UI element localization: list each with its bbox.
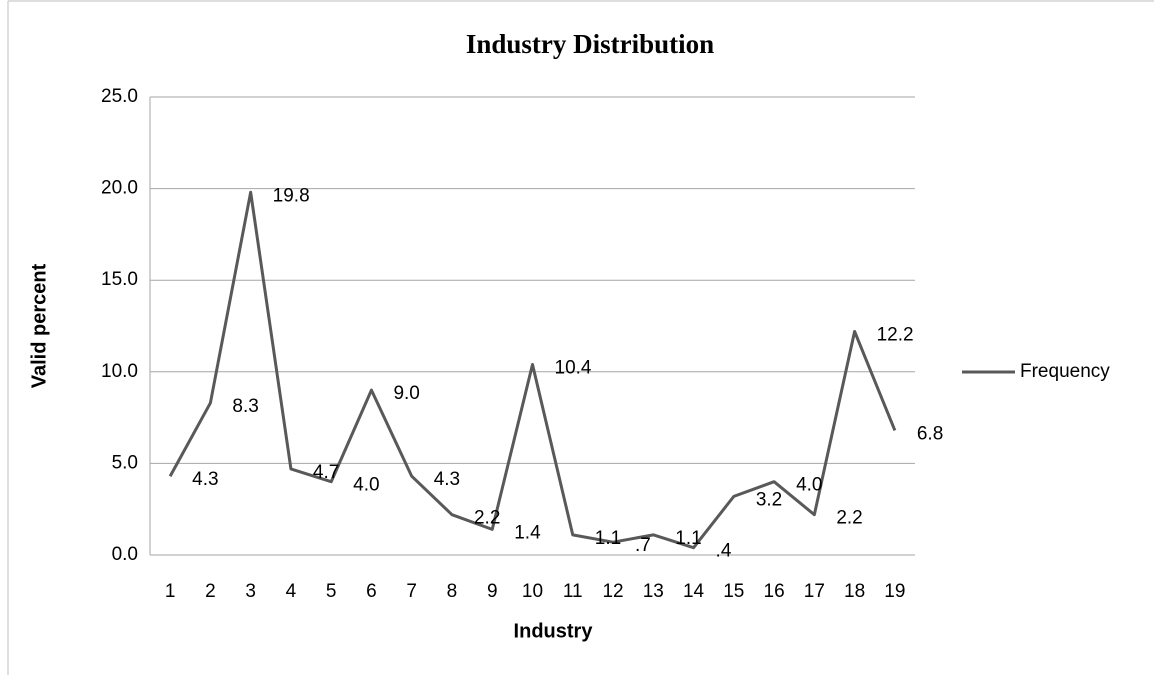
data-label: 8.3 <box>232 396 258 417</box>
data-label: 1.1 <box>595 528 621 549</box>
data-label: 1.4 <box>514 522 541 543</box>
data-label: 9.0 <box>393 383 419 404</box>
data-label: 4.0 <box>796 475 822 496</box>
chart-title: Industry Distribution <box>466 29 714 59</box>
x-tick-label: 14 <box>683 581 705 602</box>
data-line <box>168 190 897 550</box>
x-tick-label: 10 <box>522 581 543 602</box>
x-tick-label: 12 <box>602 581 623 602</box>
data-label: 19.8 <box>273 185 310 206</box>
x-tick-label: 5 <box>326 581 337 602</box>
y-axis-title: Valid percent <box>28 263 50 388</box>
y-tick-label: 5.0 <box>112 452 138 473</box>
y-tick-label: 20.0 <box>101 178 138 199</box>
data-label: 1.1 <box>675 528 701 549</box>
data-label: 2.2 <box>836 508 862 529</box>
data-label: 4.7 <box>313 462 339 483</box>
y-tick-label: 25.0 <box>101 86 138 107</box>
x-tick-label: 13 <box>643 581 664 602</box>
y-tick-label: 15.0 <box>101 269 138 290</box>
data-label: .4 <box>716 541 732 562</box>
x-axis-title: Industry <box>514 620 594 642</box>
data-label: 4.3 <box>434 469 460 490</box>
x-tick-label: 7 <box>406 581 417 602</box>
x-tick-label: 11 <box>563 581 583 602</box>
data-label: .7 <box>635 535 651 556</box>
x-tick-label: 18 <box>844 581 865 602</box>
x-tick-label: 19 <box>884 581 905 602</box>
x-tick-label: 15 <box>723 581 744 602</box>
data-label: 4.3 <box>192 469 218 490</box>
y-tick-label: 10.0 <box>101 361 138 382</box>
x-tick-label: 9 <box>487 581 498 602</box>
data-label: 12.2 <box>877 325 914 346</box>
data-label: 10.4 <box>555 357 592 378</box>
x-tick-label: 8 <box>447 581 458 602</box>
data-label: 3.2 <box>756 489 782 510</box>
legend-label: Frequency <box>1020 361 1110 382</box>
x-tick-label: 3 <box>245 581 256 602</box>
x-tick-label: 6 <box>366 581 377 602</box>
x-tick-label: 16 <box>764 581 785 602</box>
x-tick-label: 1 <box>165 581 176 602</box>
y-tick-label: 0.0 <box>112 544 138 565</box>
data-label: 6.8 <box>917 423 943 444</box>
x-tick-label: 2 <box>205 581 216 602</box>
data-label: 2.2 <box>474 508 500 529</box>
x-tick-label: 17 <box>804 581 825 602</box>
data-label: 4.0 <box>353 475 379 496</box>
x-tick-label: 4 <box>286 581 297 602</box>
